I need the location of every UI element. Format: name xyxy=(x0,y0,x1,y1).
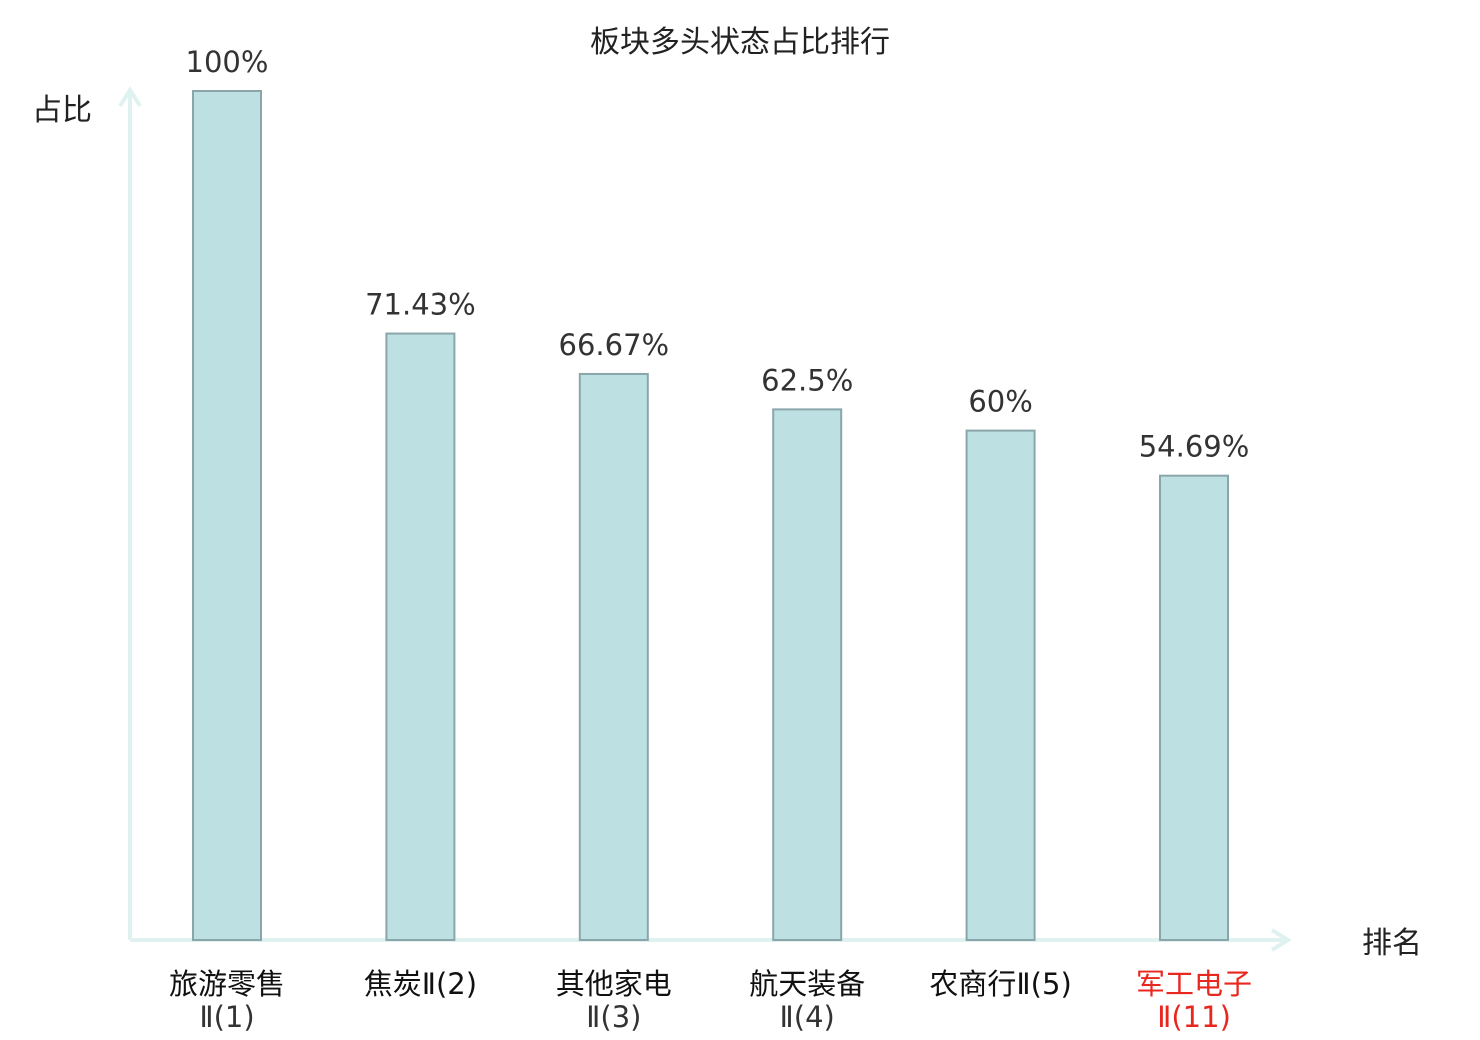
bar xyxy=(772,408,843,941)
value-labels-group: 100% 71.43% 66.67% 62.5% 60% 54.69% xyxy=(186,45,1250,464)
x-axis-arrow-icon xyxy=(1270,928,1292,952)
bar xyxy=(578,372,649,942)
category-tick-label: 焦炭Ⅱ(2) xyxy=(364,967,477,1001)
bar xyxy=(1159,474,1229,941)
category-tick-label: 军工电子 xyxy=(1136,967,1252,1001)
bar-value-label: 71.43% xyxy=(365,288,476,322)
category-tick-label: 航天装备 xyxy=(749,967,865,1001)
category-tick-label: 旅游零售 xyxy=(169,967,285,1001)
bars-group xyxy=(192,90,1229,942)
category-tick-label: 农商行Ⅱ(5) xyxy=(929,967,1071,1001)
bar xyxy=(385,332,456,941)
bar xyxy=(965,429,1036,941)
bar-value-label: 54.69% xyxy=(1139,430,1250,464)
category-tick-label: Ⅱ(4) xyxy=(780,1000,835,1034)
y-axis-arrow-icon xyxy=(118,86,142,108)
bar-value-label: 62.5% xyxy=(761,363,853,397)
category-tick-label: Ⅱ(11) xyxy=(1157,1000,1231,1034)
bar-value-label: 66.67% xyxy=(559,328,670,362)
y-axis-label: 占比 xyxy=(32,93,92,128)
axes xyxy=(118,86,1292,952)
category-tick-label: 其他家电 xyxy=(556,967,672,1001)
x-axis-label: 排名 xyxy=(1362,926,1422,961)
bar xyxy=(192,90,262,941)
category-tick-label: Ⅱ(1) xyxy=(199,1000,254,1034)
bar-value-label: 100% xyxy=(186,45,269,79)
bar-value-label: 60% xyxy=(968,385,1032,419)
chart-title: 板块多头状态占比排行 xyxy=(590,25,890,60)
category-tick-label: Ⅱ(3) xyxy=(586,1000,641,1034)
